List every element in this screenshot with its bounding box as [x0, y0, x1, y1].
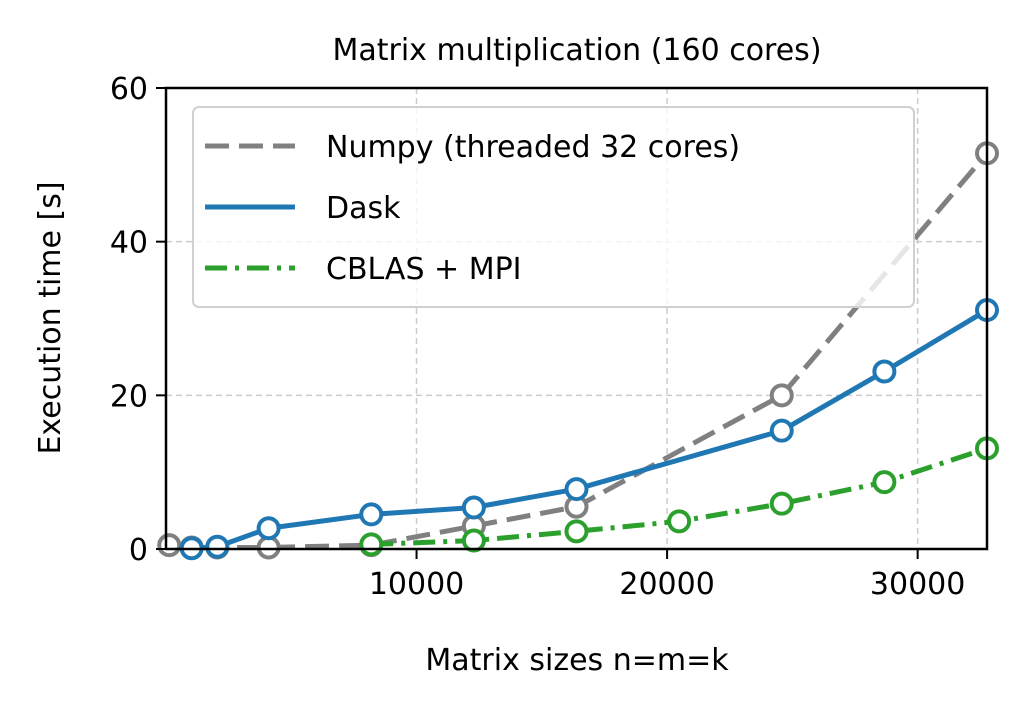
y-tick-label: 20 [110, 379, 148, 414]
plot-frame [164, 86, 989, 551]
data-point-marker [872, 359, 897, 384]
y-tick-label: 60 [110, 72, 148, 107]
data-point-marker [461, 528, 486, 553]
legend-box [192, 106, 915, 308]
axes-ticks: 10000 20000 30000 0 20 40 60 [110, 72, 966, 602]
data-point-marker [769, 491, 794, 516]
series-line-0 [168, 151, 987, 549]
y-axis-label: Execution time [s] [33, 181, 68, 454]
legend: Numpy (threaded 32 cores) Dask CBLAS + M… [192, 106, 915, 308]
data-point-marker [359, 502, 384, 527]
data-point-marker [256, 516, 281, 541]
data-point-marker [564, 477, 589, 502]
x-tick-label: 30000 [870, 567, 965, 602]
data-point-marker [769, 383, 794, 408]
data-point-marker [256, 535, 281, 560]
legend-label-dask: Dask [326, 191, 401, 226]
data-point-marker [872, 470, 897, 495]
legend-label-numpy: Numpy (threaded 32 cores) [326, 130, 740, 165]
data-point-marker [564, 519, 589, 544]
data-point-marker [359, 532, 384, 557]
y-tick-label: 40 [110, 226, 148, 261]
data-point-marker [157, 533, 182, 558]
data-point-marker [461, 495, 486, 520]
data-point-marker [769, 418, 794, 443]
data-point-marker [667, 509, 692, 534]
chart-title: Matrix multiplication (160 cores) [332, 33, 821, 68]
data-point-marker [205, 534, 230, 559]
x-tick-label: 20000 [619, 567, 714, 602]
y-tick-label: 0 [129, 533, 148, 568]
x-axis-label: Matrix sizes n=m=k [425, 643, 729, 678]
x-tick-label: 10000 [369, 567, 464, 602]
legend-label-cblas: CBLAS + MPI [326, 252, 522, 287]
